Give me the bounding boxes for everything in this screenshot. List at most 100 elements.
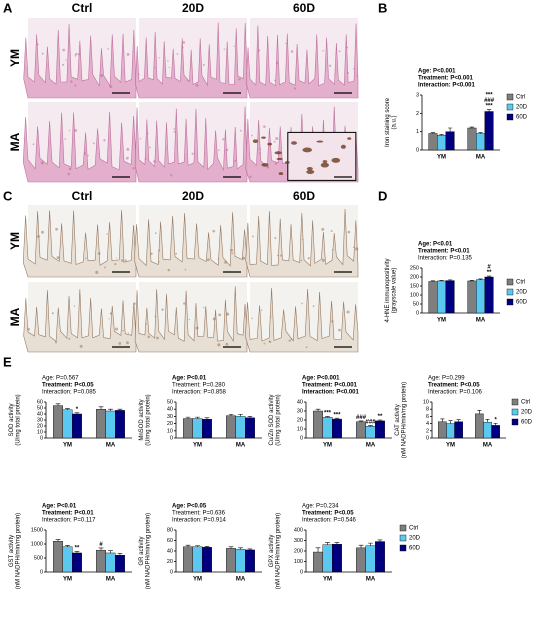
tissue-detail bbox=[97, 252, 101, 255]
y-tick-label: 1500 bbox=[31, 527, 43, 533]
stat-line: Interaction: P=0.135 bbox=[418, 256, 473, 262]
x-tick-label: MA bbox=[106, 577, 116, 583]
tissue-detail bbox=[195, 83, 199, 87]
legend-label: Ctrl bbox=[521, 400, 530, 406]
x-tick-label: YM bbox=[437, 318, 446, 324]
iron-deposit bbox=[252, 139, 259, 143]
y-tick-label: 0 bbox=[40, 569, 43, 575]
tissue-detail bbox=[132, 167, 135, 170]
stat-line: Age: P=0.567 bbox=[42, 376, 79, 382]
tissue-detail bbox=[238, 78, 241, 81]
y-tick-label: 20 bbox=[37, 423, 43, 429]
column-label: 20D bbox=[182, 1, 204, 15]
bar bbox=[438, 421, 447, 439]
tissue-detail bbox=[77, 53, 81, 56]
bar bbox=[105, 410, 116, 439]
error-bar bbox=[325, 542, 330, 545]
column-label: Ctrl bbox=[72, 189, 93, 203]
error-bar bbox=[98, 406, 104, 410]
error-bar bbox=[430, 280, 436, 282]
tissue-detail bbox=[301, 302, 303, 305]
tissue-detail bbox=[202, 307, 205, 309]
bar bbox=[53, 405, 63, 439]
tissue-detail bbox=[276, 254, 279, 257]
y-axis-label: (nM NADPH/min/mg protein) bbox=[402, 382, 408, 458]
error-bar bbox=[486, 275, 492, 277]
tissue-detail bbox=[64, 138, 67, 140]
bar bbox=[332, 418, 342, 439]
tissue-detail bbox=[251, 235, 254, 238]
bar bbox=[375, 541, 385, 573]
tissue-detail bbox=[103, 139, 106, 142]
y-tick-label: 4 bbox=[426, 421, 429, 427]
tissue-detail bbox=[269, 340, 272, 344]
y-axis-label: GPX activity bbox=[269, 535, 275, 568]
tissue-detail bbox=[168, 66, 170, 69]
stat-line: Treatment: P<0.01 bbox=[42, 511, 94, 517]
tissue-detail bbox=[330, 230, 333, 233]
tissue-detail bbox=[109, 85, 113, 89]
y-tick-label: 0 bbox=[40, 435, 43, 441]
tissue-detail bbox=[126, 52, 130, 56]
stat-line: Treatment: P<0.05 bbox=[302, 511, 354, 517]
error-bar bbox=[65, 408, 70, 410]
tissue-detail bbox=[74, 128, 78, 132]
stat-line: Age: P<0.05 bbox=[172, 504, 207, 510]
error-bar bbox=[447, 127, 453, 132]
tissue-detail bbox=[306, 57, 308, 59]
stat-line: Interaction: P<0.001 bbox=[418, 83, 476, 89]
y-axis-label: (grayscale value) bbox=[392, 268, 398, 314]
tissue-detail bbox=[328, 64, 332, 67]
legend-swatch bbox=[506, 113, 514, 121]
y-tick-label: 40 bbox=[297, 399, 303, 405]
tissue-detail bbox=[260, 309, 263, 311]
bar bbox=[72, 552, 82, 573]
iron-deposit bbox=[306, 167, 313, 171]
stat-line: Treatment: P<0.001 bbox=[418, 76, 474, 82]
tissue-detail bbox=[239, 129, 242, 132]
error-bar bbox=[448, 420, 453, 424]
tissue-detail bbox=[41, 230, 44, 234]
error-bar bbox=[185, 544, 191, 547]
tissue-detail bbox=[138, 73, 140, 76]
y-tick-label: 50 bbox=[167, 399, 173, 405]
stat-line: Interaction: P=0.117 bbox=[42, 518, 96, 524]
tissue-detail bbox=[184, 268, 187, 271]
y-axis-label: (a.u.) bbox=[392, 115, 398, 129]
bar bbox=[467, 280, 477, 314]
panel-label: A bbox=[3, 0, 13, 15]
error-bar bbox=[238, 547, 243, 550]
y-tick-label: 500 bbox=[34, 555, 43, 561]
tissue-detail bbox=[40, 161, 44, 165]
tissue-detail bbox=[263, 125, 266, 129]
tissue-detail bbox=[274, 237, 277, 240]
tissue-detail bbox=[83, 152, 87, 155]
significance-mark: *** bbox=[324, 410, 332, 416]
tissue-detail bbox=[70, 80, 73, 83]
error-bar bbox=[358, 544, 364, 548]
legend-swatch bbox=[506, 103, 514, 111]
tissue-detail bbox=[293, 87, 297, 90]
legend-label: 60D bbox=[516, 115, 528, 121]
bar bbox=[183, 418, 193, 439]
tissue-detail bbox=[312, 305, 315, 307]
bar bbox=[96, 409, 106, 439]
bar bbox=[245, 417, 255, 439]
bar bbox=[245, 549, 255, 573]
y-tick-label: 0 bbox=[300, 569, 303, 575]
tissue-detail bbox=[118, 342, 122, 345]
bar bbox=[437, 135, 446, 151]
iron-deposit bbox=[331, 157, 341, 163]
bar bbox=[313, 551, 323, 573]
stat-line: Age: P<0.01 bbox=[418, 242, 453, 248]
error-bar bbox=[469, 126, 475, 128]
bar bbox=[62, 409, 73, 439]
legend-label: 60D bbox=[516, 300, 528, 306]
legend-swatch bbox=[511, 418, 519, 426]
error-bar bbox=[368, 425, 373, 427]
tissue-detail bbox=[37, 235, 40, 238]
tissue-detail bbox=[27, 327, 30, 331]
error-bar bbox=[430, 132, 436, 134]
tissue-detail bbox=[346, 310, 350, 314]
tissue-detail bbox=[122, 329, 124, 332]
